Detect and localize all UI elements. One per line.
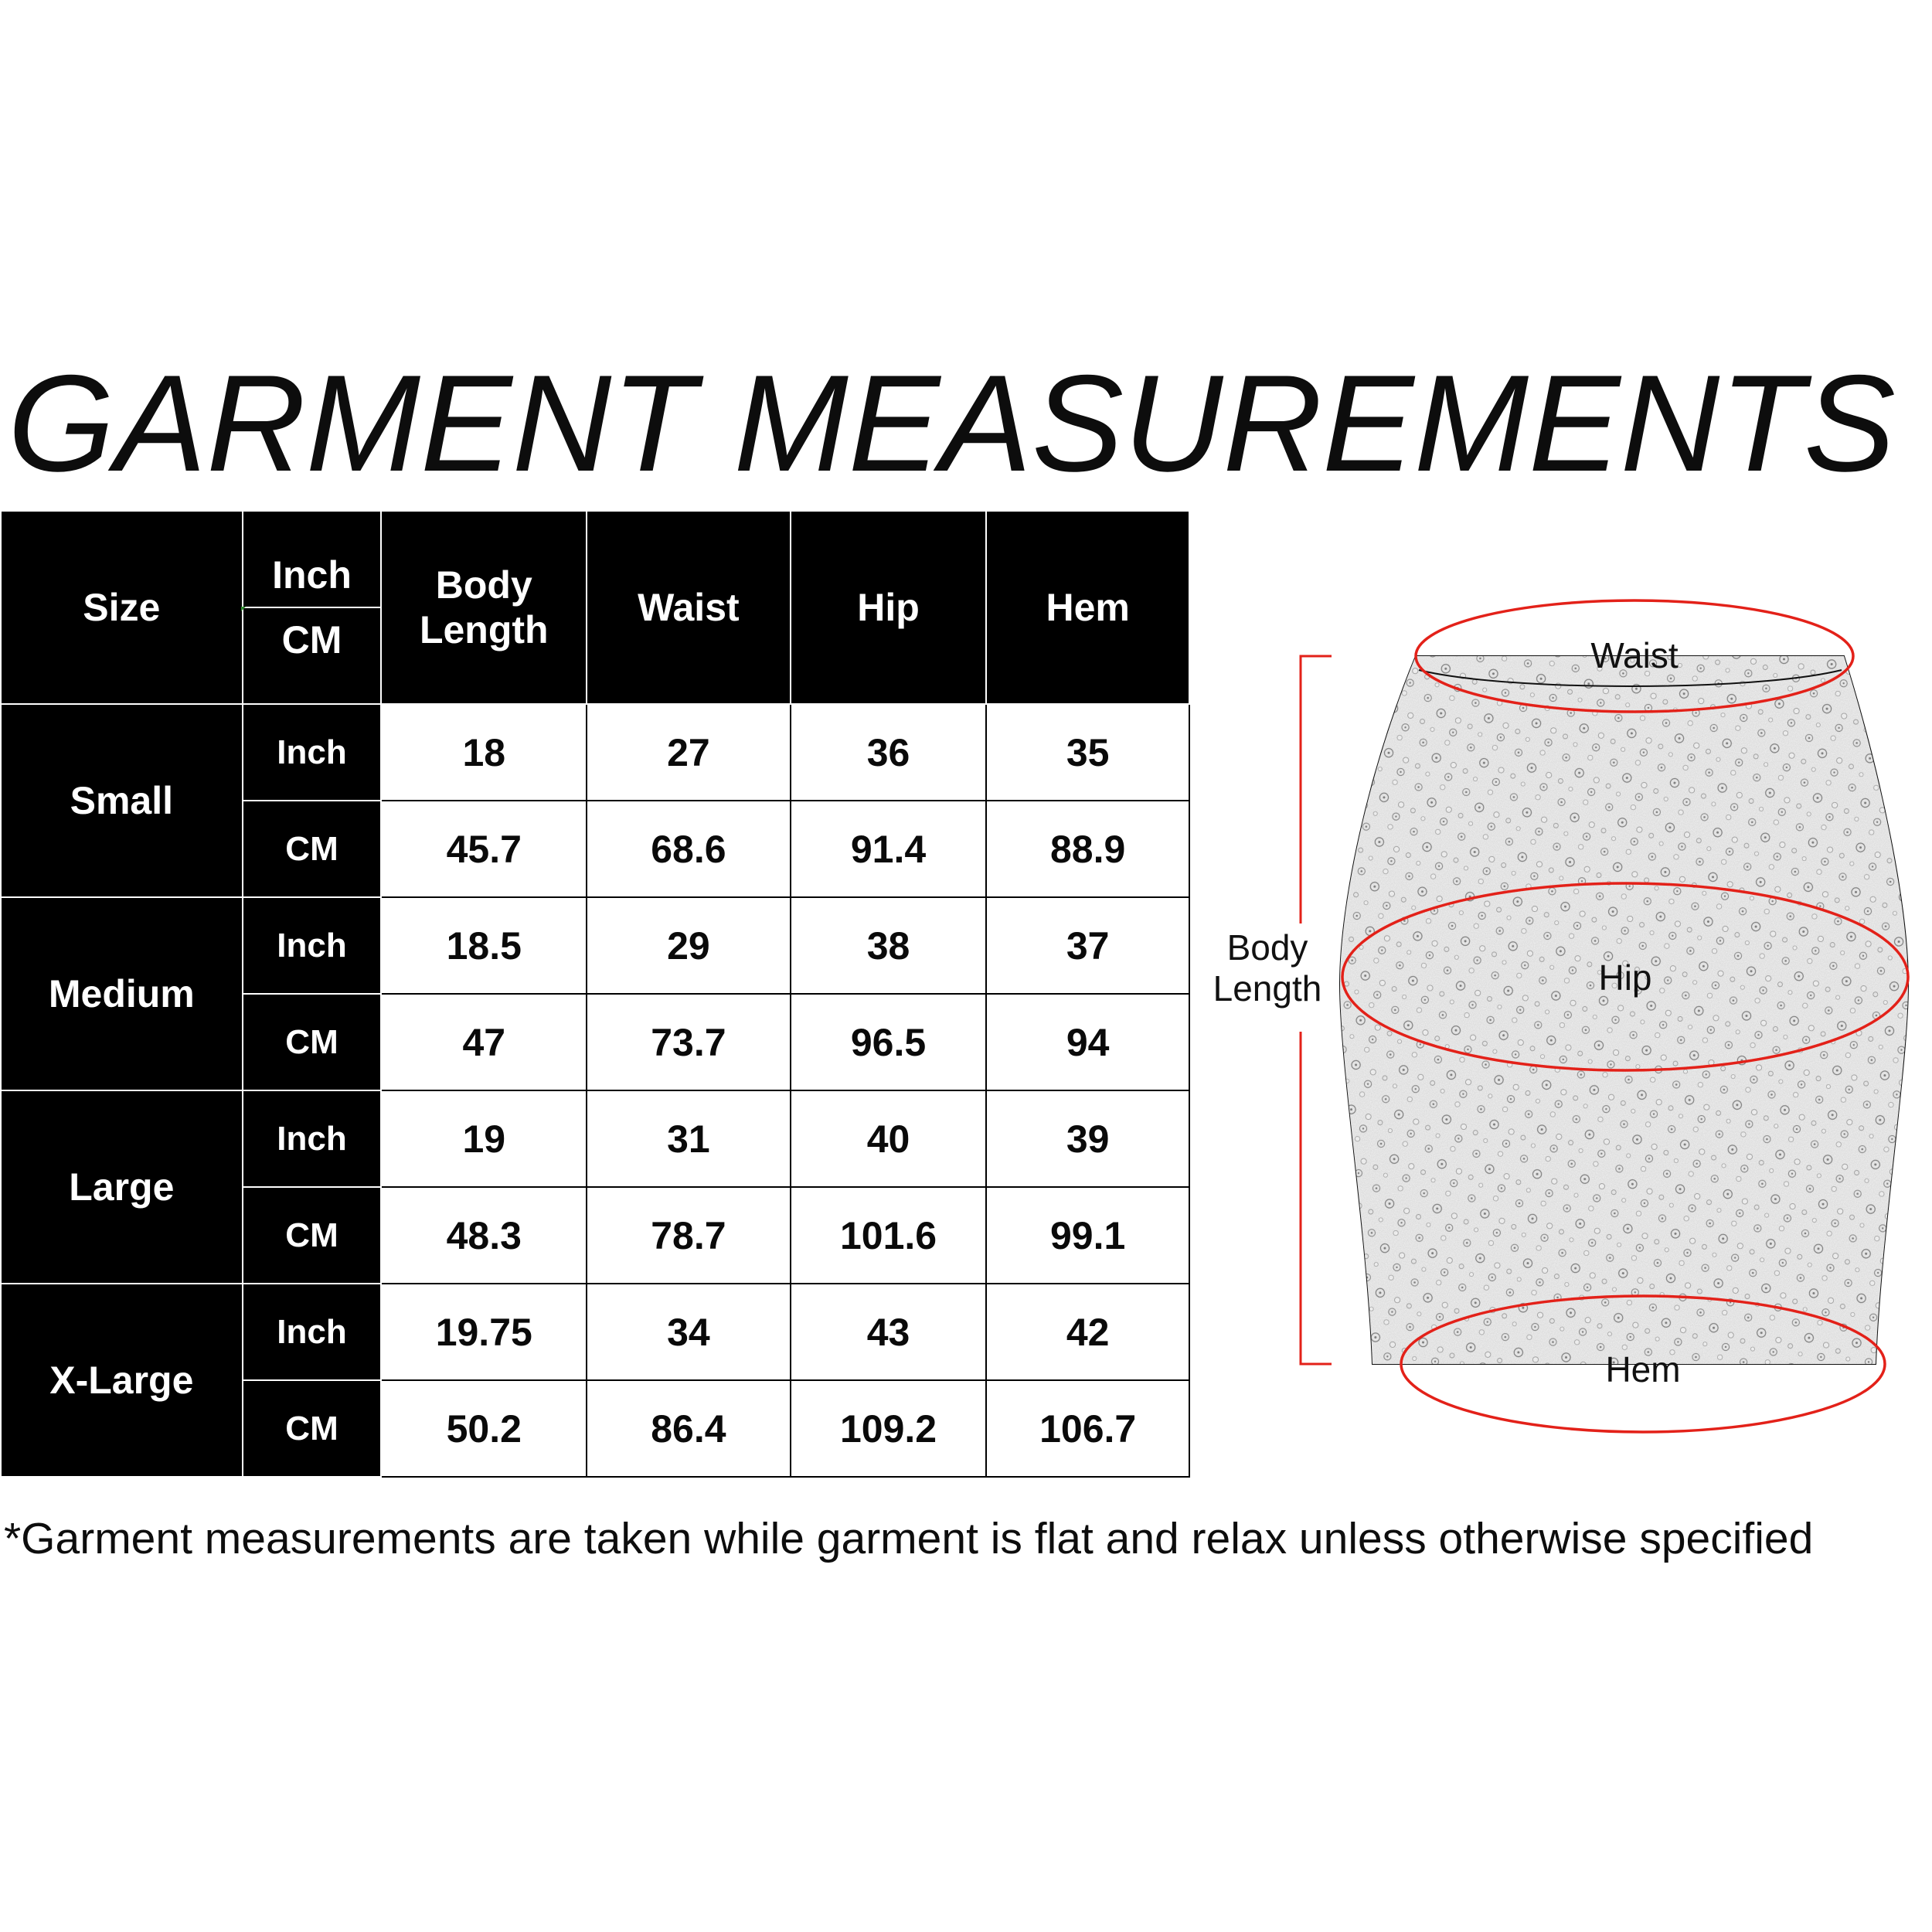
svg-text:Length: Length [1213, 968, 1322, 1009]
svg-text:Hip: Hip [1598, 957, 1651, 998]
svg-text:Body: Body [1227, 927, 1308, 968]
svg-text:Waist: Waist [1590, 635, 1679, 675]
svg-text:Hem: Hem [1605, 1349, 1680, 1389]
